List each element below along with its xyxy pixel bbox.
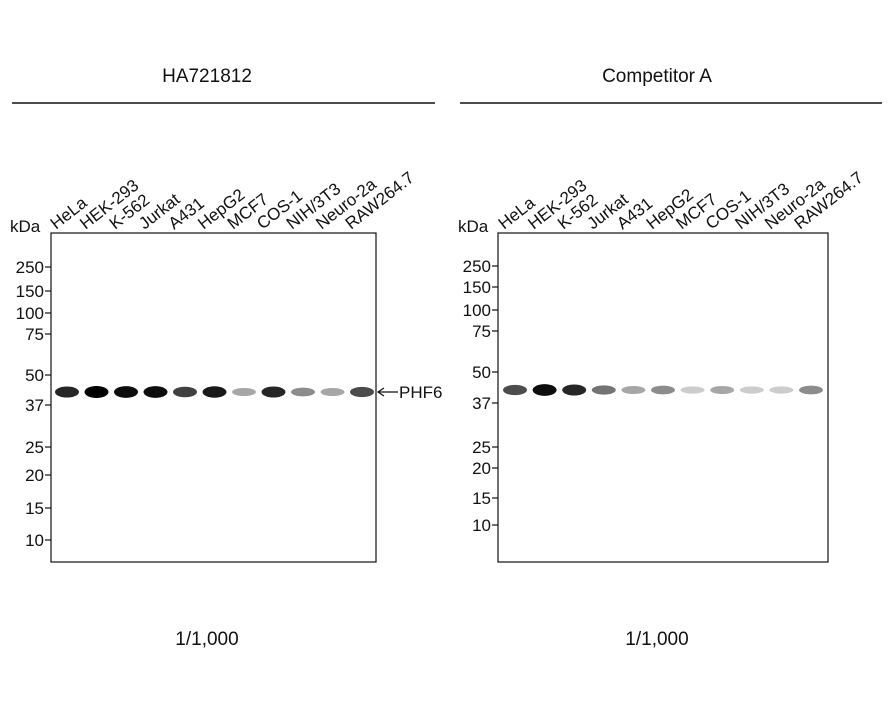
band bbox=[503, 384, 527, 396]
band bbox=[173, 386, 197, 398]
blot-membrane bbox=[497, 232, 829, 563]
marker-label: 50 bbox=[25, 366, 44, 385]
marker-label: 10 bbox=[472, 516, 491, 535]
marker-label: 150 bbox=[463, 278, 491, 297]
marker-label: 15 bbox=[25, 499, 44, 518]
band bbox=[591, 385, 616, 395]
band bbox=[291, 387, 315, 397]
marker-label: 250 bbox=[463, 257, 491, 276]
marker-label: 75 bbox=[25, 325, 44, 344]
panel-title: Competitor A bbox=[602, 66, 712, 87]
dilution: 1/1,000 bbox=[175, 629, 238, 650]
band bbox=[651, 385, 675, 395]
band bbox=[680, 386, 705, 394]
band bbox=[84, 386, 109, 398]
band bbox=[739, 386, 764, 394]
marker-label: 100 bbox=[16, 304, 44, 323]
dilution: 1/1,000 bbox=[625, 629, 688, 650]
marker-label: 20 bbox=[472, 459, 491, 478]
marker-label: 250 bbox=[16, 258, 44, 277]
marker-label: 100 bbox=[463, 301, 491, 320]
band bbox=[232, 387, 256, 397]
band-label: PHF6 bbox=[399, 383, 442, 402]
band bbox=[350, 386, 374, 398]
panel-title: HA721812 bbox=[162, 66, 252, 87]
marker-label: 25 bbox=[25, 438, 44, 457]
marker-label: 37 bbox=[25, 396, 44, 415]
band bbox=[532, 384, 557, 396]
marker-label: 75 bbox=[472, 322, 491, 341]
marker-label: 50 bbox=[472, 363, 491, 382]
unit-label: kDa bbox=[458, 217, 489, 236]
band bbox=[562, 384, 587, 396]
band bbox=[621, 385, 646, 395]
band bbox=[202, 386, 227, 398]
unit-label: kDa bbox=[10, 217, 41, 236]
band bbox=[143, 386, 168, 398]
band bbox=[114, 386, 138, 398]
marker-label: 20 bbox=[25, 466, 44, 485]
marker-label: 15 bbox=[472, 489, 491, 508]
band bbox=[799, 385, 823, 395]
band bbox=[261, 386, 286, 398]
band bbox=[769, 386, 794, 394]
marker-label: 37 bbox=[472, 394, 491, 413]
band-arrow-head bbox=[376, 387, 385, 397]
band bbox=[55, 386, 79, 398]
marker-label: 25 bbox=[472, 438, 491, 457]
band bbox=[320, 387, 345, 397]
marker-label: 10 bbox=[25, 531, 44, 550]
marker-label: 150 bbox=[16, 282, 44, 301]
band bbox=[710, 385, 735, 395]
